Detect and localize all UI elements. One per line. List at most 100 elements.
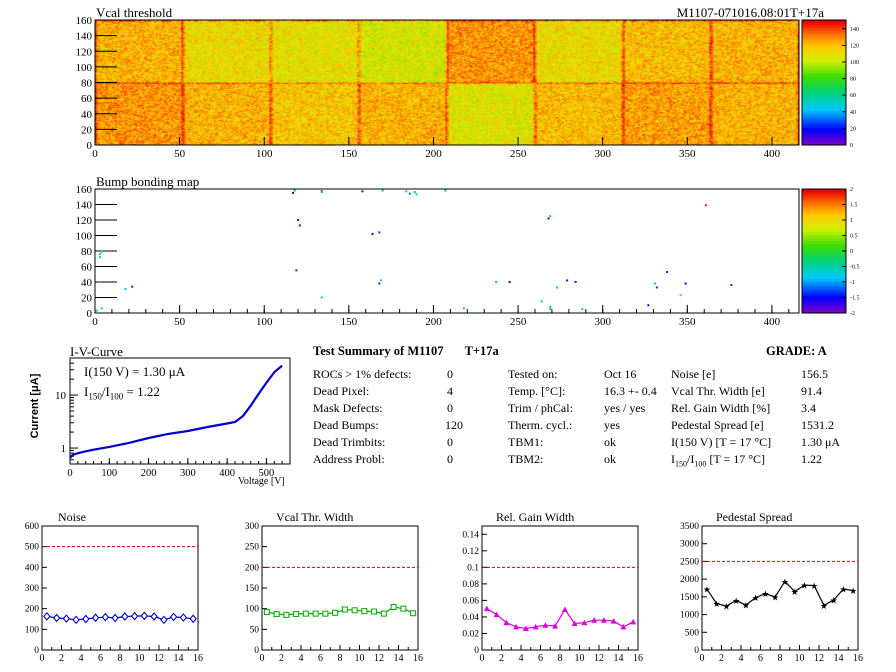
small-xtick-label: 12 — [154, 653, 164, 664]
data-point — [483, 605, 490, 612]
vcal-colorbar-cell — [802, 132, 846, 136]
data-point — [513, 623, 520, 630]
bump-point — [371, 232, 374, 235]
bump-map-title: Bump bonding map — [96, 174, 200, 189]
vcal-colorbar-cell — [802, 87, 846, 91]
vcal-map-ytick-label: 80 — [81, 78, 93, 90]
bump-colorbar-cell — [802, 270, 846, 274]
vcal-colorbar-cell — [802, 32, 846, 36]
vcal-colorbar-cell — [802, 67, 846, 71]
small-xtick-label: 12 — [594, 653, 604, 664]
small-xtick-label: 6 — [538, 653, 543, 664]
vcal-colorbar-label: 60 — [850, 93, 856, 99]
vcal-colorbar-cell — [802, 65, 846, 68]
small-ytick-label: 100 — [25, 625, 40, 635]
bump-colorbar-cell — [802, 263, 846, 267]
bump-colorbar-cell — [802, 196, 846, 200]
noise-plot-title: Noise — [58, 510, 86, 524]
vcal-colorbar-cell — [802, 82, 846, 86]
bump-colorbar-label: -0.5 — [850, 265, 860, 271]
small-ytick-label: 0.08 — [462, 580, 479, 590]
bump-point — [495, 281, 498, 283]
bump-point — [566, 279, 569, 282]
data-point — [111, 613, 119, 623]
vcal-colorbar-cell — [802, 35, 846, 38]
vcal-map-ytick-label: 0 — [87, 140, 93, 152]
data-point — [150, 612, 158, 621]
summary-label: Therm. cycl.: — [508, 418, 573, 432]
bump-colorbar-cell — [802, 211, 846, 215]
vcal-colorbar-cell — [802, 22, 846, 26]
vcal-colorbar-cell — [802, 42, 846, 46]
summary-value: 1531.2 — [801, 418, 834, 432]
bump-point — [378, 282, 381, 285]
summary-column-2: Tested on: Oct 16 Temp. [°C]: 16.3 +- 0.4 Tr… — [508, 366, 668, 468]
small-ytick-label: 300 — [245, 522, 260, 532]
small-xtick-label: 16 — [633, 653, 643, 664]
bump-point — [408, 192, 411, 195]
pedestal-plot-title: Pedestal Spread — [716, 510, 793, 524]
vcal-colorbar-cell — [802, 117, 846, 121]
data-point — [371, 608, 378, 615]
small-ytick-label: 2500 — [680, 557, 699, 567]
summary-column-3: Noise [e] 156.5 Vcal Thr. Width [e] 91.4 Rel… — [671, 366, 871, 468]
small-ytick-label: 3000 — [680, 540, 699, 550]
data-point — [361, 608, 368, 615]
bump-colorbar-cell — [802, 303, 846, 307]
summary-row: Mask Defects: 0 — [313, 400, 463, 417]
iv-xtick-label: 300 — [180, 468, 196, 479]
summary-row: ROCs > 1% defects: 0 — [313, 366, 463, 383]
summary-value: 3.4 — [801, 401, 816, 415]
bump-point — [540, 300, 543, 303]
bump-map-xtick-label: 250 — [510, 316, 527, 328]
bump-colorbar-cell — [802, 203, 846, 207]
iv-xtick-label: 400 — [219, 468, 235, 479]
summary-value: 156.5 — [801, 367, 828, 381]
vcal-colorbar-cell — [802, 85, 846, 88]
data-point: ★ — [732, 596, 740, 606]
vcal-colorbar-cell — [802, 50, 846, 53]
small-xtick-label: 6 — [318, 653, 323, 664]
bump-map-ytick-label: 140 — [76, 200, 93, 212]
iv-plot: 0 100 200 300 400 500 1 10 — [55, 357, 291, 479]
bump-point — [295, 269, 298, 272]
bump-point — [549, 215, 552, 218]
gain-width-plot-title: Rel. Gain Width — [496, 510, 575, 524]
bump-point — [95, 309, 98, 312]
small-xtick-label: 16 — [853, 653, 863, 664]
small-ytick-label: 1000 — [680, 611, 699, 621]
iv-xtick-label: 0 — [67, 468, 72, 479]
bump-colorbar-label: 0 — [850, 249, 853, 255]
small-xtick-label: 2 — [59, 653, 64, 664]
small-xtick-label: 8 — [118, 653, 123, 664]
vcal-map-xtick-label: 200 — [425, 148, 442, 160]
bump-map-ytick-label: 80 — [81, 246, 93, 258]
summary-label: Rel. Gain Width [%] — [671, 401, 771, 415]
summary-label: ROCs > 1% defects: — [313, 367, 412, 381]
small-ytick-label: 0.14 — [462, 530, 479, 540]
data-point — [571, 620, 578, 627]
bump-colorbar-cell — [802, 310, 846, 314]
bump-point — [361, 190, 364, 193]
module-id-label: M1107-071016.08:01T+17a — [676, 5, 824, 20]
summary-label: Dead Trimbits: — [313, 435, 386, 449]
vcal-colorbar-cell — [802, 92, 846, 96]
iv-curve-line — [69, 364, 283, 459]
iv-xlabel: Voltage [V] — [238, 476, 285, 487]
summary-value: 1.30 μA — [801, 435, 841, 449]
vcal-width-plot-title: Vcal Thr. Width — [276, 510, 354, 524]
bump-point — [444, 189, 447, 192]
data-point — [72, 615, 80, 625]
data-point: ★ — [752, 593, 760, 603]
small-xtick-label: 0 — [40, 653, 45, 664]
small-ytick-label: 3500 — [680, 522, 699, 532]
vcal-colorbar-cell — [802, 142, 846, 146]
bump-colorbar-cell — [802, 280, 846, 284]
bump-point — [508, 281, 511, 283]
vcal-colorbar-cell — [802, 105, 846, 108]
vcal-colorbar-cell — [802, 115, 846, 118]
bump-colorbar-cell — [802, 206, 846, 210]
summary-label-part: 150 — [675, 459, 687, 469]
bump-point — [320, 296, 323, 299]
summary-row: Noise [e] 156.5 — [671, 366, 871, 383]
